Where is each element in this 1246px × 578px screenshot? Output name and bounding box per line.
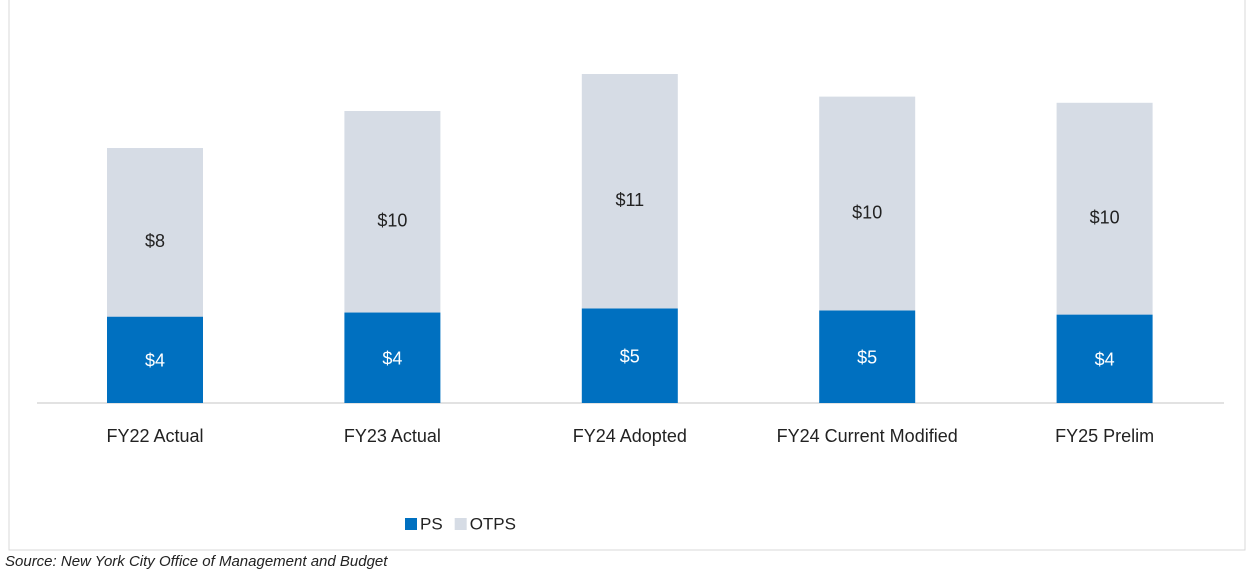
data-label: $5 [620,346,640,366]
legend-label: OTPS [470,514,516,533]
bar-segment [107,148,203,317]
data-label: $10 [852,202,882,222]
x-tick-label: FY22 Actual [106,426,203,446]
data-label: $4 [382,349,402,369]
bar-segment [344,111,441,313]
bar-segment [819,96,916,311]
bar-segment [1056,102,1153,315]
bar-segment [344,312,441,403]
bar-segment [1056,314,1153,403]
x-tick-label: FY24 Current Modified [777,426,958,446]
data-label: $11 [615,190,644,210]
data-label: $5 [857,347,877,367]
bar-segment [581,74,678,309]
x-tick-label: FY23 Actual [344,426,441,446]
data-label: $8 [145,231,165,251]
legend-swatch [405,518,417,530]
data-label: $10 [1090,207,1120,227]
bar-segment [819,310,916,403]
bar-segment [107,316,203,403]
x-tick-label: FY24 Adopted [573,426,687,446]
legend-swatch [454,518,467,530]
data-label: $4 [1095,350,1115,370]
source-note: Source: New York City Office of Manageme… [5,553,388,570]
data-label: $10 [377,211,407,231]
x-tick-label: FY25 Prelim [1055,426,1154,446]
bar-segment [581,308,678,403]
chart-frame [8,0,1246,551]
legend-label: PS [420,514,443,533]
data-label: $4 [145,351,165,371]
